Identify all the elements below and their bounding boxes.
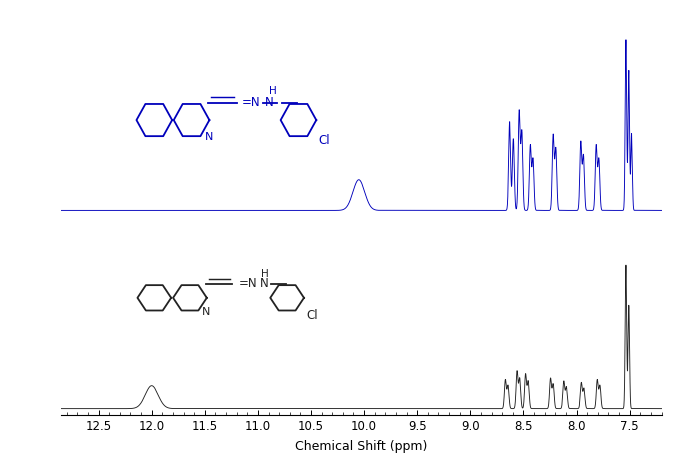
Text: =N: =N bbox=[239, 277, 257, 290]
Text: Cl: Cl bbox=[306, 309, 318, 322]
Text: N: N bbox=[205, 132, 213, 142]
Text: N: N bbox=[265, 96, 273, 109]
Text: N: N bbox=[202, 308, 210, 318]
Text: N: N bbox=[260, 277, 269, 290]
Text: H: H bbox=[269, 86, 276, 96]
Text: Cl: Cl bbox=[318, 134, 329, 147]
X-axis label: Chemical Shift (ppm): Chemical Shift (ppm) bbox=[295, 440, 428, 453]
Text: H: H bbox=[261, 269, 268, 279]
Text: =N: =N bbox=[241, 96, 261, 109]
